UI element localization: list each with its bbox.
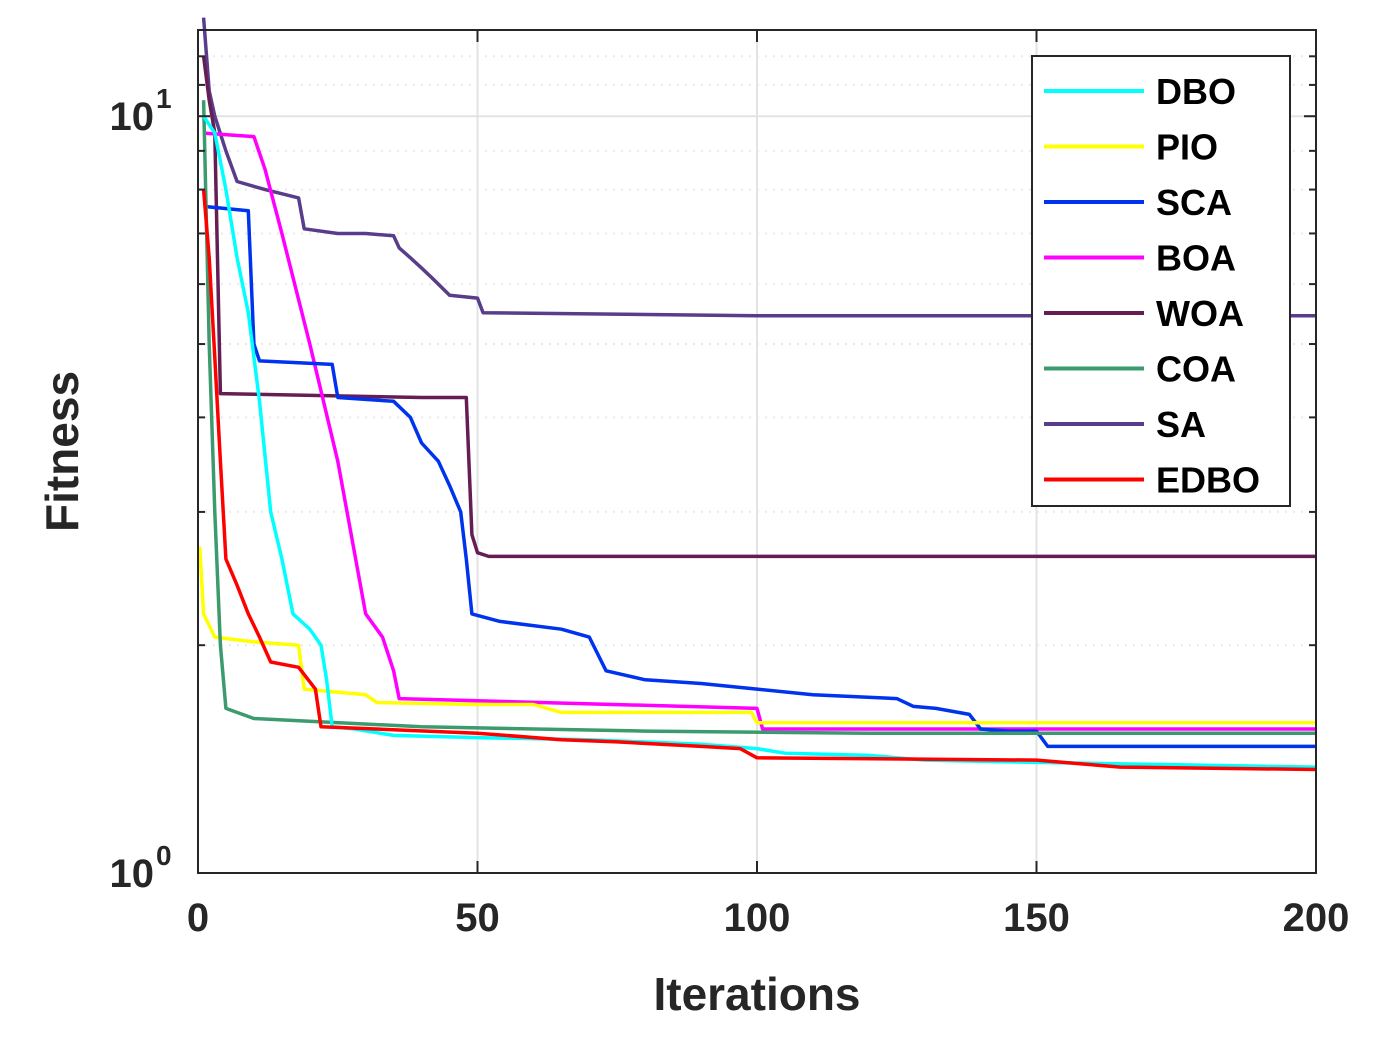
x-tick-label: 200 — [1283, 896, 1350, 940]
legend-label-edbo: EDBO — [1156, 460, 1260, 501]
x-tick-label: 100 — [724, 896, 791, 940]
series-line-boa — [203, 131, 1316, 731]
legend-label-sa: SA — [1156, 404, 1206, 445]
y-axis-title: Fitness — [36, 371, 88, 532]
series-line-coa — [201, 100, 1316, 735]
y-tick-exponent: 0 — [156, 840, 172, 871]
legend-label-pio: PIO — [1156, 127, 1218, 168]
series-line-woa — [201, 56, 1316, 559]
legend-label-sca: SCA — [1156, 182, 1232, 223]
legend: DBO PIO SCA BOA WOA COA SA EDBO — [1031, 55, 1291, 507]
y-tick-label: 10 — [110, 852, 155, 896]
legend-box — [1031, 55, 1291, 507]
y-tick-exponent: 1 — [156, 83, 172, 114]
series-line-sca — [203, 204, 1316, 749]
x-axis-title: Iterations — [653, 968, 860, 1020]
x-tick-label: 150 — [1003, 896, 1070, 940]
series-line-edbo — [201, 189, 1317, 772]
series-layer — [197, 17, 1317, 772]
legend-label-boa: BOA — [1156, 238, 1236, 279]
y-tick-label: 10 — [110, 95, 155, 139]
legend-label-coa: COA — [1156, 349, 1236, 390]
x-tick-label: 0 — [187, 896, 209, 940]
x-tick-label: 50 — [455, 896, 500, 940]
legend-label-woa: WOA — [1156, 293, 1244, 334]
series-line-sa — [201, 17, 1316, 318]
legend-label-dbo: DBO — [1156, 71, 1236, 112]
